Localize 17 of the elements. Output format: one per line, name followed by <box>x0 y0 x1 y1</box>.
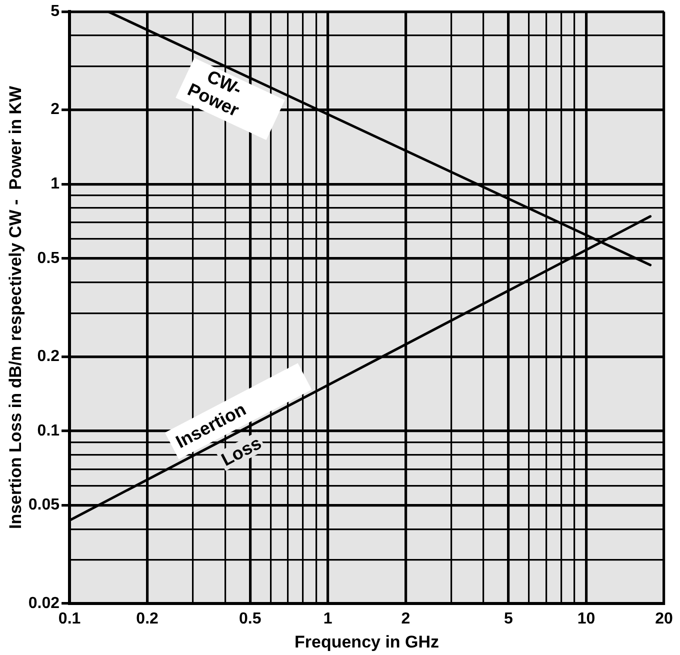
y-tick-label: 0.05 <box>28 496 60 514</box>
y-tick-label: 0.2 <box>37 348 60 366</box>
y-tick-label: 2 <box>50 101 60 118</box>
x-tick-label: 0.2 <box>136 610 159 628</box>
x-axis-title: Frequency in GHz <box>294 632 440 652</box>
y-tick-label: 0.02 <box>28 594 60 612</box>
y-tick-label: 0.5 <box>37 250 60 267</box>
x-tick-label: 1 <box>323 610 332 628</box>
x-tick-label: 10 <box>577 610 596 628</box>
y-tick-label: 1 <box>50 176 60 193</box>
x-tick-label: 0.5 <box>238 610 262 628</box>
y-tick-label: 5 <box>50 3 60 20</box>
x-tick-label: 5 <box>504 610 514 628</box>
x-tick-label: 2 <box>401 610 410 628</box>
y-tick-label: 0.1 <box>37 422 60 440</box>
x-tick-label: 20 <box>655 610 673 628</box>
y-axis-title: Insertion Loss in dB/m respectively CW - Power in KW <box>6 85 25 530</box>
